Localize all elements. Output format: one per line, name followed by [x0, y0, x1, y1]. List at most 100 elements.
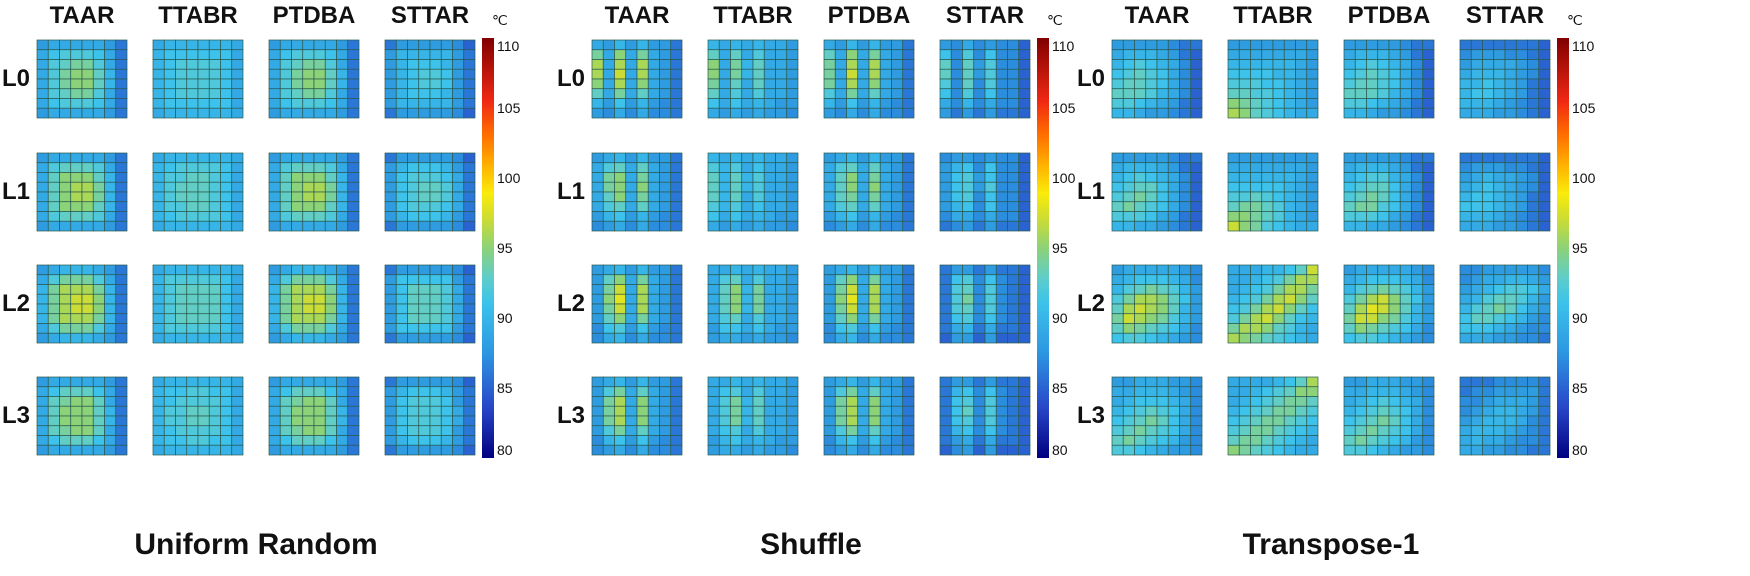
heatmap-cell — [81, 201, 94, 212]
heatmap-cell — [950, 435, 963, 446]
heatmap-cell — [730, 303, 743, 315]
heatmap-cell — [786, 444, 799, 456]
heatmap-cell — [1354, 303, 1367, 315]
heatmap-cell — [636, 220, 649, 232]
heatmap-cell — [463, 425, 476, 436]
heatmap-cell — [197, 39, 210, 51]
heatmap-cell — [1504, 274, 1517, 285]
heatmap-cell — [614, 396, 627, 407]
heatmap-cell — [1459, 396, 1472, 407]
heatmap-cell — [868, 172, 881, 183]
heatmap-cell — [1422, 211, 1435, 222]
heatmap-cell — [186, 323, 199, 334]
heatmap-cell — [1399, 323, 1412, 334]
heatmap-cell — [1343, 293, 1356, 305]
heatmap-cell — [846, 78, 859, 90]
heatmap-cell — [92, 435, 105, 446]
heatmap-cell — [625, 98, 638, 109]
heatmap-cell — [775, 386, 788, 397]
heatmap-cell — [1272, 59, 1285, 70]
heatmap-cell — [659, 293, 672, 305]
heatmap-l0-taar — [36, 39, 128, 119]
heatmap-cell — [614, 172, 627, 183]
column-label-ptdba: PTDBA — [272, 2, 356, 29]
heatmap-cell — [220, 293, 233, 305]
heatmap-cell — [647, 396, 660, 407]
heatmap-cell — [670, 415, 683, 427]
heatmap-cell — [995, 211, 1008, 222]
heatmap-cell — [1156, 59, 1169, 70]
heatmap-cell — [407, 107, 420, 119]
heatmap-cell — [973, 444, 986, 456]
heatmap-cell — [939, 444, 952, 456]
heatmap-cell — [463, 152, 476, 164]
heatmap-cell — [823, 49, 836, 60]
heatmap-l0-ptdba — [268, 39, 360, 119]
heatmap-cell — [834, 444, 847, 456]
heatmap-cell — [879, 332, 892, 344]
heatmap-cell — [902, 405, 915, 417]
panel-1: TAAR TTABR PTDBA STTAR L0 L1 L2 L3 ℃ 110 105 100 95 9… — [0, 0, 580, 576]
heatmap-cell — [197, 211, 210, 222]
heatmap-cell — [291, 274, 304, 285]
heatmap-cell — [1422, 405, 1435, 417]
heatmap-l1-ptdba — [1343, 152, 1435, 232]
heatmap-cell — [1295, 274, 1308, 285]
heatmap-cell — [1227, 152, 1240, 164]
heatmap-cell — [1018, 303, 1031, 315]
heatmap-cell — [902, 435, 915, 446]
heatmap-cell — [1411, 396, 1424, 407]
heatmap-cell — [1459, 172, 1472, 183]
heatmap-cell — [1504, 181, 1517, 193]
heatmap-cell — [1366, 396, 1379, 407]
heatmap-cell — [775, 68, 788, 80]
heatmap-cell — [1122, 59, 1135, 70]
heatmap-cell — [429, 39, 442, 51]
heatmap-cell — [984, 425, 997, 436]
heatmap-cell — [231, 323, 244, 334]
heatmap-cell — [950, 284, 963, 295]
heatmap-cell — [763, 201, 776, 212]
heatmap-cell — [175, 332, 188, 344]
heatmap-cell — [429, 88, 442, 99]
heatmap-cell — [1377, 78, 1390, 90]
heatmap-cell — [1167, 386, 1180, 397]
heatmap-cell — [336, 415, 349, 427]
heatmap-cell — [670, 444, 683, 456]
heatmap-cell — [440, 405, 453, 417]
heatmap-cell — [984, 49, 997, 60]
heatmap-cell — [1261, 211, 1274, 222]
heatmap-cell — [763, 332, 776, 344]
heatmap-cell — [1470, 68, 1483, 80]
heatmap-cell — [452, 435, 465, 446]
heatmap-cell — [186, 293, 199, 305]
heatmap-cell — [1538, 49, 1551, 60]
heatmap-cell — [902, 172, 915, 183]
heatmap-cell — [115, 332, 128, 344]
heatmap-cell — [962, 405, 975, 417]
heatmap-cell — [407, 386, 420, 397]
heatmap-cell — [718, 88, 731, 99]
heatmap-cell — [395, 78, 408, 90]
heatmap-cell — [868, 332, 881, 344]
heatmap-cell — [625, 332, 638, 344]
heatmap-cell — [1493, 332, 1506, 344]
heatmap-cell — [1122, 201, 1135, 212]
heatmap-l1-sttar — [1459, 152, 1551, 232]
heatmap-cell — [395, 98, 408, 109]
heatmap-cell — [231, 313, 244, 324]
heatmap-cell — [647, 313, 660, 324]
heatmap-cell — [647, 211, 660, 222]
heatmap-cell — [302, 293, 315, 305]
heatmap-cell — [707, 415, 720, 427]
heatmap-cell — [1111, 405, 1124, 417]
heatmap-cell — [846, 49, 859, 60]
heatmap-cell — [36, 49, 49, 60]
heatmap-cell — [1007, 332, 1020, 344]
heatmap-cell — [823, 415, 836, 427]
heatmap-cell — [973, 172, 986, 183]
heatmap-cell — [1354, 220, 1367, 232]
heatmap-cell — [1482, 264, 1495, 276]
heatmap-cell — [291, 332, 304, 344]
heatmap-cell — [70, 444, 83, 456]
